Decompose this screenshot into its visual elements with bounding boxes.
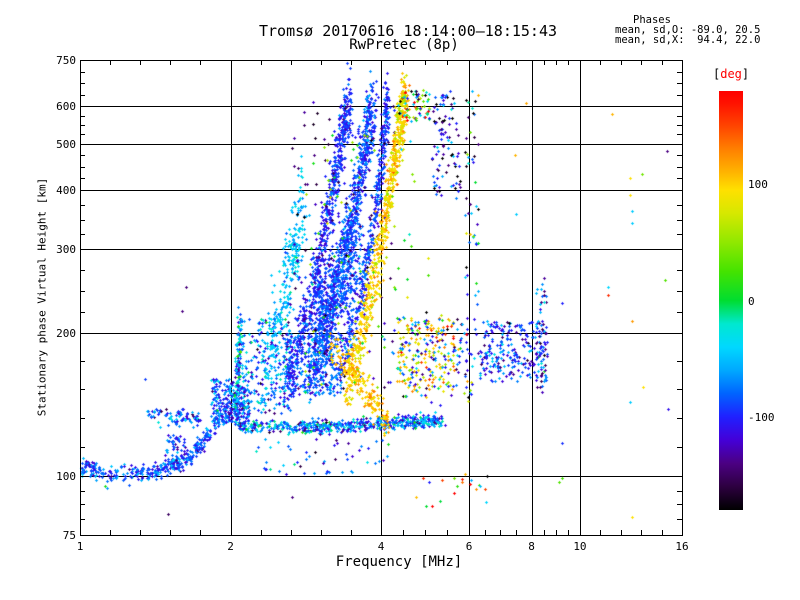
colorbar-bracket-close: ] [741,67,750,81]
y-tick-label: 75 [62,529,76,542]
y-tick-label: 500 [56,137,76,151]
x-tick-label: 2 [227,540,234,553]
colorbar-gradient [719,91,743,510]
x-tick-label: 4 [377,540,385,553]
phase-stats-o-mode: mean, sd,O: -89.0, 20.5 [615,24,761,36]
x-tick-label: 8 [528,540,535,553]
x-tick-label: 6 [465,540,473,553]
y-tick-label: 750 [56,54,76,67]
plot-title: Tromsø 20170616 18:14:00–18:15:43 [258,22,558,40]
x-tick-label: 10 [573,540,587,553]
colorbar-unit-word: deg [720,67,742,81]
y-tick-label: 300 [56,243,76,257]
x-axis-title: Frequency [MHz] [335,554,463,570]
colorbar-tick-label: 0 [748,294,755,308]
colorbar-bracket-open: [ [713,67,721,81]
colorbar-tick-label: 100 [748,178,768,192]
plot-subtitle: RwPretec (8p) [349,37,459,53]
y-tick-label: 100 [56,469,76,483]
phase-stats-x-mode: mean, sd,X: 94.4, 22.0 [615,34,761,46]
y-tick-label: 600 [56,100,76,114]
phase-stats-header: Phases [633,14,671,26]
colorbar-tick-label: -100 [748,410,775,424]
y-tick-label: 400 [56,183,76,197]
colorbar-unit-label: [deg] [713,67,749,81]
x-tick-label: 1 [76,540,84,553]
x-tick-label: 16 [675,540,689,553]
y-tick-label: 200 [56,326,76,340]
y-axis-title: Stationary phase Virtual Height [km] [35,177,49,417]
